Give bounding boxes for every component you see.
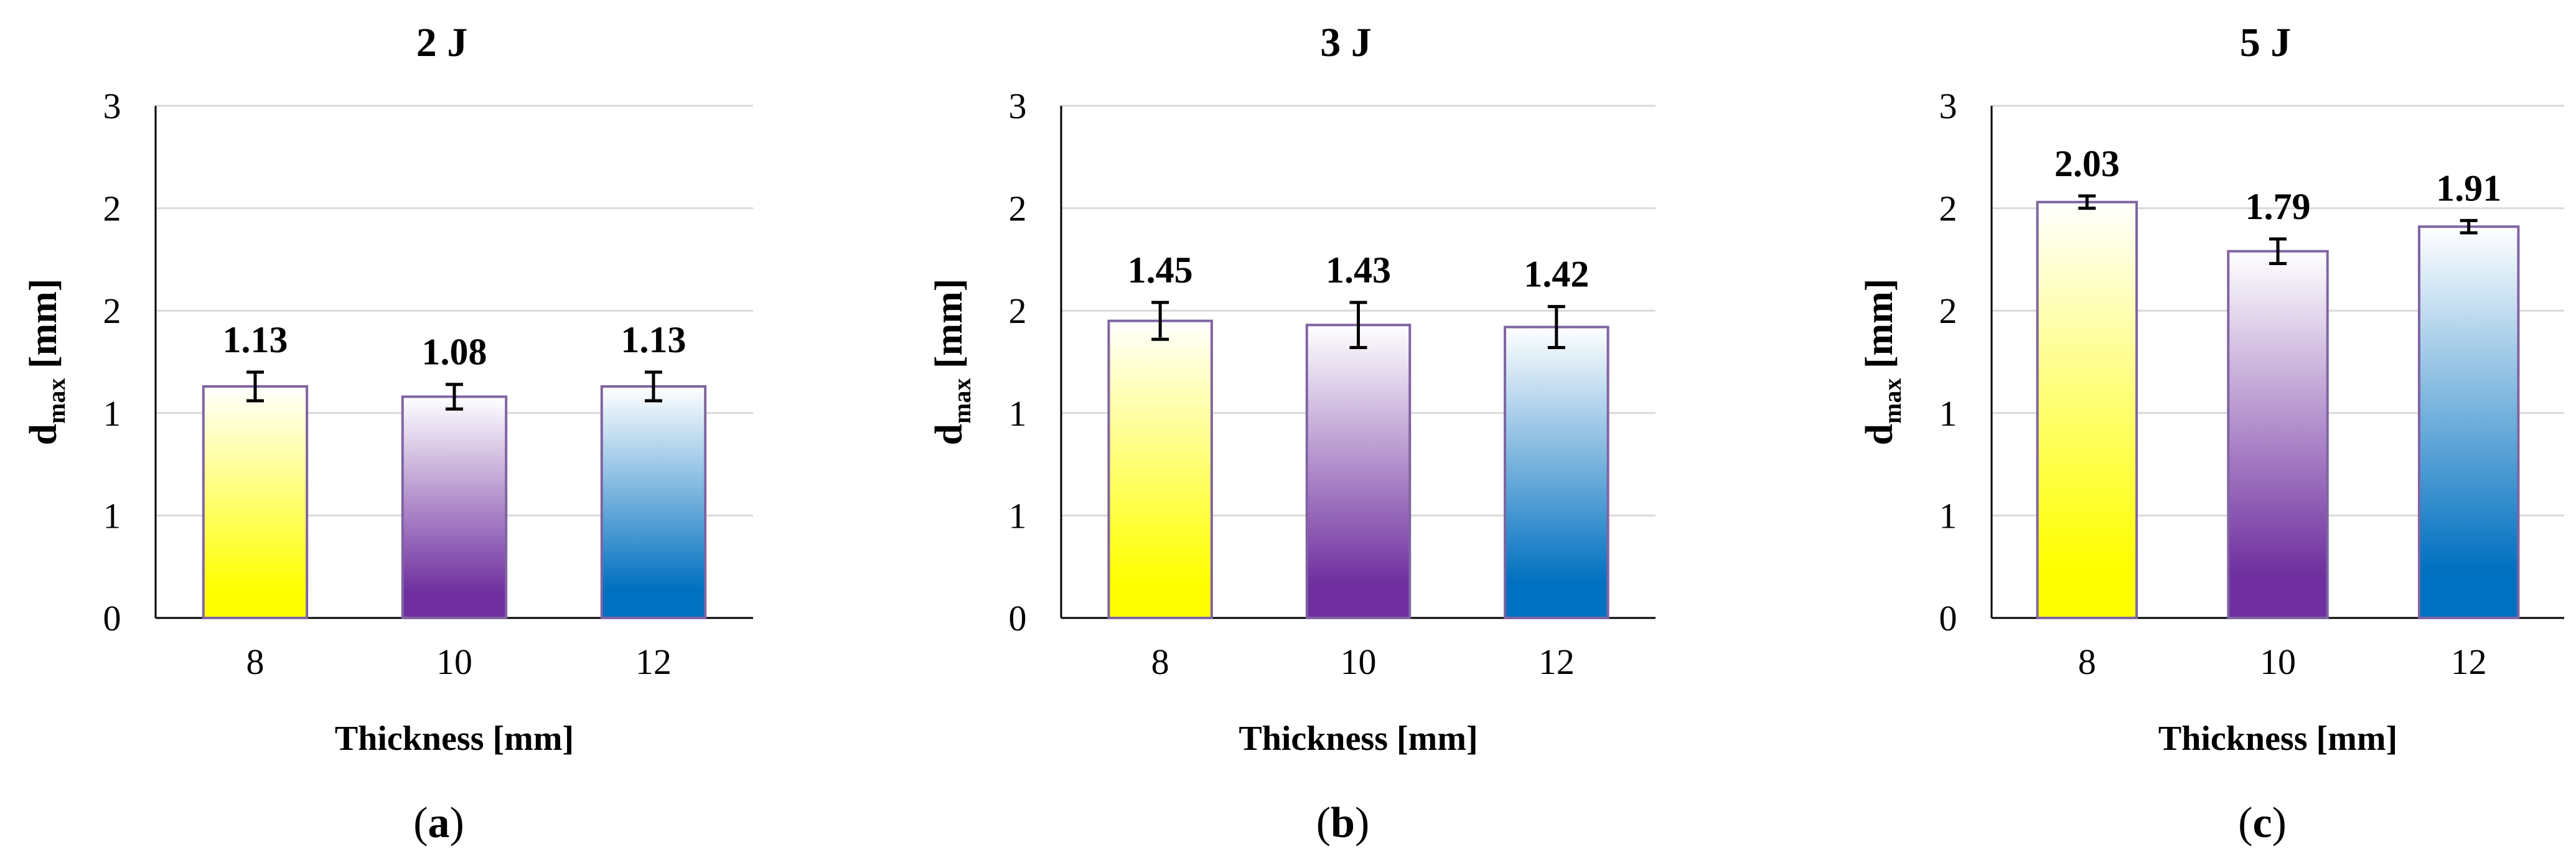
y-axis-label-main: d: [928, 424, 970, 445]
bar: [1504, 325, 1609, 619]
bar: [1305, 324, 1412, 620]
x-axis-label: Thickness [mm]: [335, 719, 574, 758]
y-axis-label-sub: max: [42, 378, 70, 424]
bar: [2036, 200, 2138, 619]
x-tick-label: 8: [1151, 642, 1169, 682]
y-axis-label-unit: [mm]: [1858, 279, 1901, 378]
panel-caption: (a): [413, 799, 464, 847]
y-tick-label: 2: [103, 189, 121, 229]
data-label: 1.08: [422, 332, 487, 373]
y-tick-label: 3: [1939, 86, 1957, 126]
error-bar: [1547, 305, 1565, 349]
y-tick-label: 2: [1939, 189, 1957, 229]
y-axis-label-sub: max: [948, 378, 976, 424]
y-tick-label: 1: [1009, 393, 1027, 434]
x-axis-label: Thickness [mm]: [2158, 719, 2397, 758]
y-tick-label: 0: [1009, 598, 1027, 638]
chart-title: 2 J: [416, 20, 468, 65]
y-tick-label: 0: [103, 598, 121, 638]
chart-title: 5 J: [2240, 20, 2292, 65]
x-tick-label: 8: [2078, 642, 2096, 682]
panel-caption: (b): [1316, 799, 1370, 847]
y-tick-label: 1: [1939, 495, 1957, 536]
error-bar: [645, 370, 662, 403]
x-tick-label: 12: [2451, 642, 2487, 682]
y-axis-label-sub: max: [1878, 378, 1906, 424]
panel-caption-letter: a: [428, 799, 450, 847]
panel-caption-letter: c: [2252, 799, 2272, 847]
y-axis-label-unit: [mm]: [928, 279, 970, 378]
y-axis-label-unit: [mm]: [22, 279, 65, 378]
data-label: 1.79: [2246, 186, 2311, 227]
y-tick-label: 2: [1009, 291, 1027, 331]
data-label: 1.43: [1326, 250, 1391, 291]
y-tick-label: 0: [1939, 598, 1957, 638]
error-bar: [2078, 194, 2096, 210]
x-tick-label: 12: [635, 642, 672, 682]
y-tick-label: 1: [1009, 495, 1027, 536]
x-tick-label: 8: [246, 642, 265, 682]
data-label: 1.91: [2436, 167, 2501, 208]
y-axis-label: dmax [mm]: [928, 279, 976, 446]
y-tick-label: 2: [1009, 189, 1027, 229]
y-tick-label: 3: [103, 86, 121, 126]
panel-caption: (c): [2238, 799, 2287, 847]
data-label: 2.03: [2054, 143, 2120, 184]
y-axis-label: dmax [mm]: [1858, 279, 1906, 446]
error-bar: [2269, 237, 2287, 265]
data-label: 1.13: [621, 319, 686, 360]
y-axis-label-main: d: [22, 424, 65, 445]
y-axis-label: dmax [mm]: [22, 279, 70, 446]
bar: [401, 395, 508, 619]
x-tick-label: 12: [1539, 642, 1575, 682]
y-tick-label: 3: [1009, 86, 1027, 126]
data-label: 1.42: [1524, 254, 1589, 295]
y-tick-label: 2: [103, 291, 121, 331]
bar: [202, 385, 309, 620]
y-tick-label: 2: [1939, 291, 1957, 331]
x-tick-label: 10: [2260, 642, 2296, 682]
y-axis-label-main: d: [1858, 424, 1901, 445]
bar: [1107, 319, 1213, 619]
chart-title: 3 J: [1320, 20, 1372, 65]
error-bar: [1151, 301, 1169, 341]
bar: [600, 385, 707, 620]
y-tick-label: 1: [1939, 393, 1957, 434]
x-axis-label: Thickness [mm]: [1239, 719, 1478, 758]
x-tick-label: 10: [436, 642, 472, 682]
bar: [2417, 225, 2520, 619]
error-bar: [246, 370, 264, 403]
bar: [2227, 250, 2329, 619]
data-label: 1.13: [223, 319, 288, 360]
x-tick-label: 10: [1341, 642, 1377, 682]
panel-caption-letter: b: [1331, 799, 1355, 847]
y-tick-label: 1: [103, 495, 121, 536]
error-bar: [2460, 218, 2478, 235]
error-bar: [446, 383, 463, 411]
error-bar: [1349, 301, 1367, 349]
data-label: 1.45: [1128, 250, 1193, 291]
y-tick-label: 1: [103, 393, 121, 434]
